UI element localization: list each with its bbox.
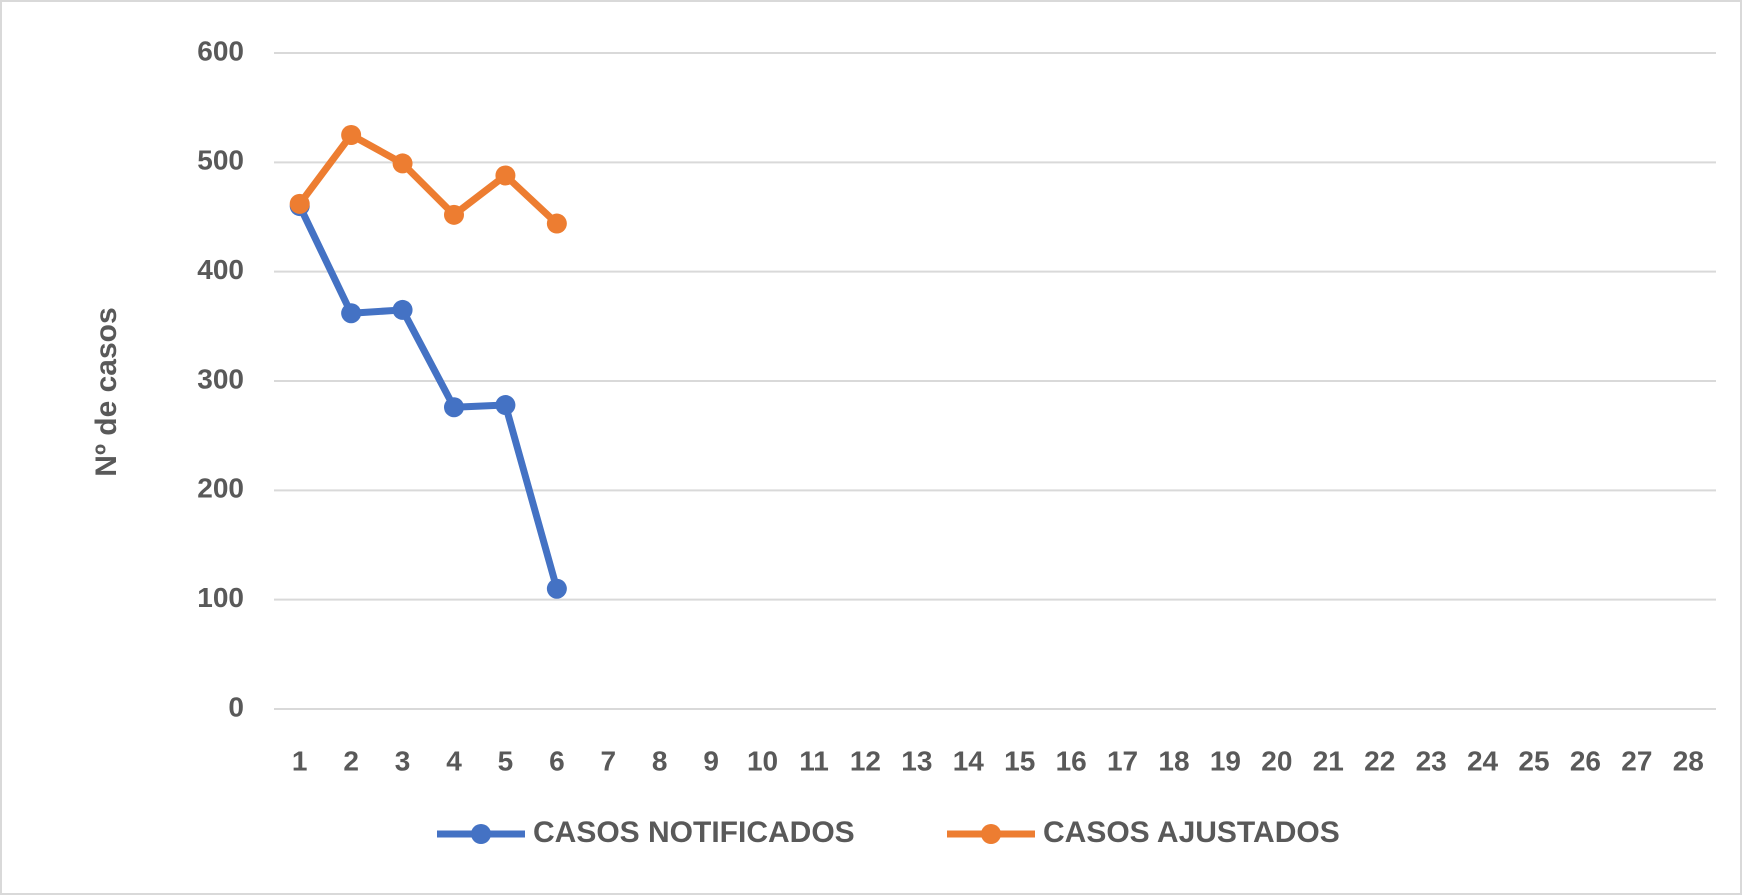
x-tick-label: 13 [901, 745, 932, 776]
point [495, 395, 516, 416]
x-tick-label: 27 [1621, 745, 1652, 776]
x-tick-label: 12 [850, 745, 881, 776]
point [341, 125, 362, 145]
x-tick-label: 15 [1004, 745, 1035, 776]
legend-label: CASOS NOTIFICADOS [533, 816, 855, 849]
x-tick-label: 3 [395, 745, 411, 776]
y-tick-label: 600 [197, 35, 244, 66]
x-tick-label: 6 [549, 745, 565, 776]
x-tick-label: 8 [652, 745, 668, 776]
y-axis-label: Nº de casos [90, 307, 123, 476]
x-tick-label: 16 [1056, 745, 1087, 776]
x-tick-label: 26 [1570, 745, 1601, 776]
legend-marker [981, 824, 1001, 844]
point [444, 204, 464, 225]
y-tick-label: 500 [197, 145, 244, 176]
point [444, 397, 464, 418]
x-tick-label: 20 [1261, 745, 1292, 776]
legend-label: CASOS AJUSTADOS [1043, 816, 1340, 849]
x-tick-label: 23 [1416, 745, 1447, 776]
legend-marker [471, 824, 491, 844]
point [392, 299, 413, 320]
x-tick-label: 25 [1518, 745, 1549, 776]
x-tick-label: 4 [446, 745, 462, 776]
x-tick-label: 9 [703, 745, 719, 776]
x-tick-label: 7 [600, 745, 616, 776]
x-tick-label: 18 [1158, 745, 1189, 776]
x-tick-label: 11 [799, 745, 829, 776]
y-tick-label: 400 [197, 254, 244, 285]
y-tick-label: 200 [197, 473, 244, 504]
x-tick-label: 1 [292, 745, 308, 776]
x-tick-label: 21 [1313, 745, 1344, 776]
x-tick-label: 14 [953, 745, 985, 776]
point [546, 578, 567, 599]
x-tick-label: 24 [1467, 745, 1499, 776]
x-tick-label: 2 [343, 745, 359, 776]
point [289, 193, 310, 214]
point [546, 213, 567, 234]
point [392, 153, 413, 174]
y-tick-label: 100 [197, 582, 244, 613]
x-tick-label: 28 [1673, 745, 1704, 776]
x-tick-label: 10 [747, 745, 778, 776]
point [495, 165, 516, 186]
x-tick-label: 5 [498, 745, 514, 776]
x-tick-label: 22 [1364, 745, 1395, 776]
x-tick-label: 19 [1210, 745, 1241, 776]
point [341, 303, 362, 324]
y-tick-label: 300 [197, 363, 244, 394]
series-line [296, 202, 561, 593]
x-tick-label: 17 [1107, 745, 1138, 776]
y-tick-label: 0 [228, 691, 244, 722]
series-line [296, 131, 561, 228]
